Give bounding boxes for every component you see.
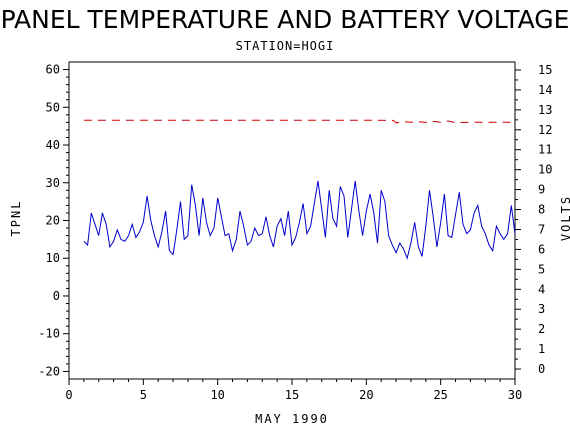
y-axis-left: -20 -10 0 10 20 30 40 50 60: [38, 63, 69, 378]
battery-voltage-line: [83, 119, 515, 124]
x-tick-label: 10: [210, 388, 224, 402]
x-tick-label: 0: [65, 388, 72, 402]
y-right-tick-label: 0: [538, 362, 545, 376]
x-axis-label: MAY 1990: [255, 412, 329, 426]
y-axis-right-label: VOLTS: [559, 195, 570, 241]
y-right-tick-label: 7: [538, 222, 545, 236]
panel-temperature-line: [83, 180, 516, 260]
y-left-tick-label: -20: [38, 364, 60, 378]
y-right-tick-label: 9: [538, 183, 545, 197]
x-tick-label: 20: [359, 388, 373, 402]
y-left-tick-label: 60: [46, 63, 60, 77]
plot-border: [68, 61, 516, 380]
y-right-tick-label: 3: [538, 302, 545, 316]
x-tick-label: 30: [508, 388, 522, 402]
x-tick-label: 15: [285, 388, 299, 402]
y-left-tick-label: 30: [46, 176, 60, 190]
y-left-tick-label: 40: [46, 138, 60, 152]
y-left-tick-label: 10: [46, 251, 60, 265]
plot-frame: [68, 61, 516, 380]
series-layer: [83, 119, 516, 260]
y-right-tick-label: 5: [538, 262, 545, 276]
chart-subtitle: STATION=HOGI: [236, 39, 335, 53]
y-left-tick-label: -10: [38, 327, 60, 341]
y-right-tick-label: 6: [538, 242, 545, 256]
x-tick-label: 25: [433, 388, 447, 402]
y-right-tick-label: 11: [538, 143, 552, 157]
y-right-tick-label: 14: [538, 83, 552, 97]
y-axis-left-label: TPNL: [9, 200, 23, 237]
y-right-tick-label: 10: [538, 163, 552, 177]
y-right-tick-label: 15: [538, 63, 552, 77]
y-right-tick-label: 2: [538, 322, 545, 336]
y-right-tick-label: 12: [538, 123, 552, 137]
y-left-tick-label: 0: [53, 289, 60, 303]
x-axis: 0 5 10 15 20 25 30: [65, 379, 522, 402]
x-tick-label: 5: [140, 388, 147, 402]
chart-title: PANEL TEMPERATURE AND BATTERY VOLTAGE: [1, 5, 570, 34]
y-left-tick-label: 20: [46, 214, 60, 228]
y-left-tick-label: 50: [46, 100, 60, 114]
y-right-tick-label: 13: [538, 103, 552, 117]
y-right-tick-label: 4: [538, 282, 545, 296]
y-right-tick-label: 1: [538, 342, 545, 356]
y-right-tick-label: 8: [538, 203, 545, 217]
